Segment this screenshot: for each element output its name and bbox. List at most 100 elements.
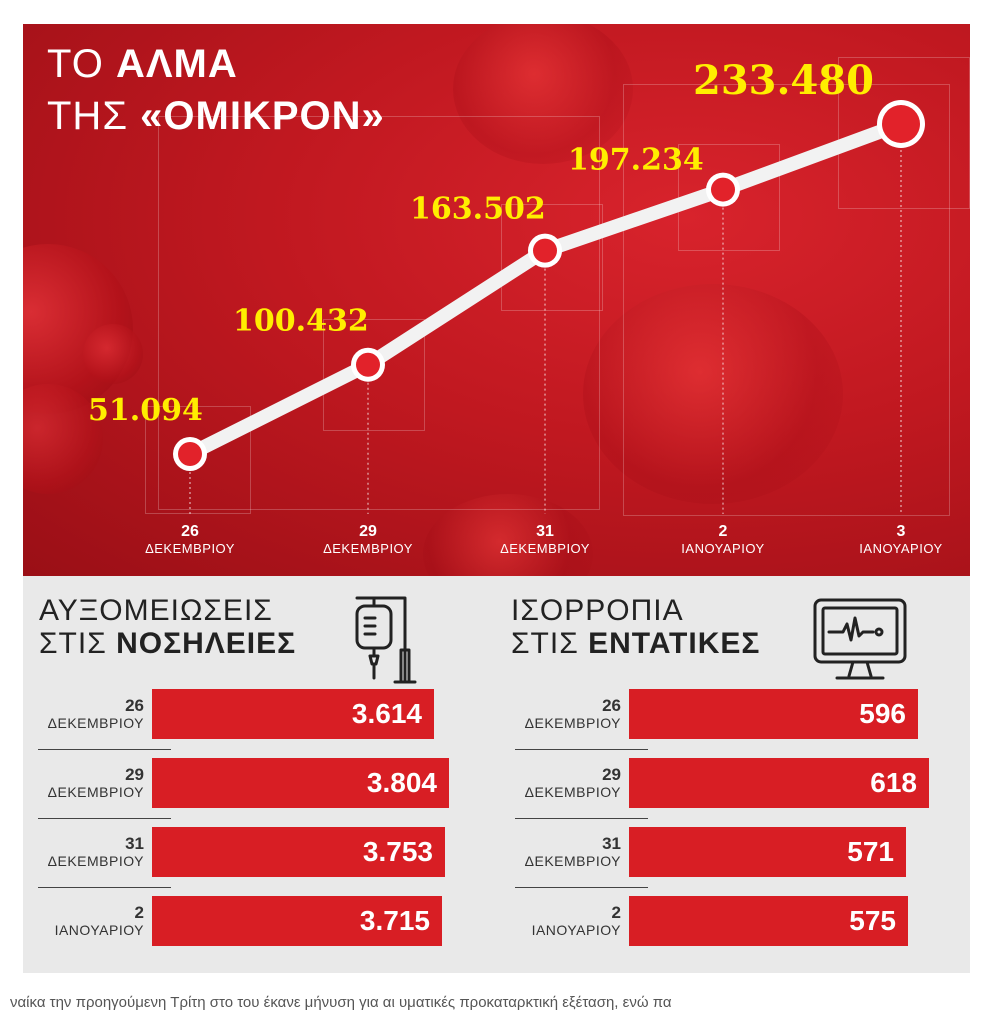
category-day: 29	[602, 765, 621, 784]
chart-title: ΤΟ ΑΛΜΑ ΤΗΣ «ΟΜΙΚΡΟΝ»	[47, 38, 385, 142]
category-month: ΙΑΝΟΥΑΡΙΟΥ	[531, 922, 621, 938]
value-label: 197.234	[568, 143, 704, 178]
row-separator	[38, 887, 171, 888]
data-point-core	[711, 177, 735, 202]
bar-value-label: 3.715	[359, 905, 430, 936]
bar-category-label: 2 ΙΑΝΟΥΑΡΙΟΥ	[54, 903, 144, 939]
background-blob	[583, 284, 843, 504]
data-point-core	[178, 442, 202, 466]
line-chart: 51.094100.432163.502197.234233.48026ΔΕΚΕ…	[88, 57, 942, 556]
heart-monitor-icon	[813, 598, 907, 680]
row-separator	[515, 818, 648, 819]
value-label: 233.480	[693, 57, 874, 104]
data-point-core	[356, 352, 380, 377]
bar-category-label: 26 ΔΕΚΕΜΒΡΙΟΥ	[524, 696, 621, 732]
value-label: 163.502	[410, 192, 546, 227]
article-text-fragment: ναίκα την προηγούμενη Τρίτη στο του έκαν…	[10, 994, 672, 1011]
category-day: 29	[125, 765, 144, 784]
value-label: 51.094	[88, 393, 203, 428]
row-separator	[38, 818, 171, 819]
bar-value-label: 3.614	[351, 698, 422, 729]
category-day: 26	[602, 696, 621, 715]
category-day: 26	[125, 696, 144, 715]
bar-row: 2 ΙΑΝΟΥΑΡΙΟΥ 3.715	[55, 896, 449, 946]
data-point-core	[882, 105, 920, 143]
heading-bold-text: ΕΝΤΑΤΙΚΕΣ	[588, 627, 761, 660]
category-day: 31	[125, 834, 144, 853]
x-tick-day: 31	[536, 523, 554, 540]
bar-row: 2 ΙΑΝΟΥΑΡΙΟΥ 575	[532, 896, 929, 946]
bar-row: 26 ΔΕΚΕΜΒΡΙΟΥ 3.614	[48, 689, 449, 739]
x-tick-day: 29	[359, 523, 377, 540]
decor-frame	[158, 116, 600, 510]
x-tick-month: ΙΑΝΟΥΑΡΙΟΥ	[681, 541, 764, 556]
title-light-text: ΤΟ	[47, 42, 116, 86]
bar: 3.804	[152, 758, 449, 808]
data-point-core	[533, 238, 557, 263]
bar-row: 29 ΔΕΚΕΜΒΡΙΟΥ 618	[525, 758, 929, 808]
bar-category-label: 29 ΔΕΚΕΜΒΡΙΟΥ	[47, 765, 144, 801]
bar: 3.614	[152, 689, 434, 739]
title-light-text: ΤΗΣ	[47, 94, 141, 138]
bar: 3.715	[152, 896, 442, 946]
category-month: ΔΕΚΕΜΒΡΙΟΥ	[47, 853, 144, 869]
icu-heading: ΙΣΟΡΡΟΠΙΑ ΣΤΙΣ ΕΝΤΑΤΙΚΕΣ	[511, 594, 760, 660]
category-day: 2	[611, 903, 621, 922]
heading-line-1: ΙΣΟΡΡΟΠΙΑ	[511, 594, 684, 627]
row-separator	[38, 749, 171, 750]
heading-line-1: ΑΥΞΟΜΕΙΩΣΕΙΣ	[39, 594, 273, 627]
x-tick-day: 2	[719, 523, 728, 540]
bar-category-label: 29 ΔΕΚΕΜΒΡΙΟΥ	[524, 765, 621, 801]
decor-frame	[623, 84, 950, 516]
x-tick-month: ΔΕΚΕΜΒΡΙΟΥ	[500, 541, 590, 556]
category-month: ΔΕΚΕΜΒΡΙΟΥ	[47, 715, 144, 731]
bar-row: 31 ΔΕΚΕΜΒΡΙΟΥ 571	[525, 827, 929, 877]
row-separator	[515, 887, 648, 888]
hospitalizations-heading: ΑΥΞΟΜΕΙΩΣΕΙΣ ΣΤΙΣ ΝΟΣΗΛΕΙΕΣ	[39, 594, 296, 660]
title-bold-text: «ΟΜΙΚΡΟΝ»	[140, 94, 385, 138]
bar-row: 29 ΔΕΚΕΜΒΡΙΟΥ 3.804	[48, 758, 449, 808]
category-day: 2	[134, 903, 144, 922]
bar-value-label: 618	[870, 767, 917, 798]
bar: 575	[629, 896, 908, 946]
category-month: ΔΕΚΕΜΒΡΙΟΥ	[524, 715, 621, 731]
bar-value-label: 571	[847, 836, 894, 867]
x-tick-month: ΔΕΚΕΜΒΡΙΟΥ	[145, 541, 235, 556]
heading-light-text: ΣΤΙΣ	[511, 627, 589, 660]
virus-illustration	[83, 324, 143, 384]
x-tick-day: 26	[181, 523, 199, 540]
bar-charts-panel: ΑΥΞΟΜΕΙΩΣΕΙΣ ΣΤΙΣ ΝΟΣΗΛΕΙΕΣ ΙΣΟΡΡΟΠΙΑ ΣΤ…	[23, 576, 970, 973]
decor-frame	[501, 204, 603, 311]
iv-drip-icon	[355, 596, 417, 684]
decor-frame	[145, 406, 251, 514]
category-day: 31	[602, 834, 621, 853]
category-month: ΔΕΚΕΜΒΡΙΟΥ	[524, 853, 621, 869]
title-bold-text: ΑΛΜΑ	[115, 42, 238, 86]
x-tick-month: ΔΕΚΕΜΒΡΙΟΥ	[323, 541, 413, 556]
x-tick-day: 3	[897, 523, 906, 540]
bar-category-label: 2 ΙΑΝΟΥΑΡΙΟΥ	[531, 903, 621, 939]
category-month: ΙΑΝΟΥΑΡΙΟΥ	[54, 922, 144, 938]
bar-category-label: 31 ΔΕΚΕΜΒΡΙΟΥ	[524, 834, 621, 870]
line-chart-panel: ΤΟ ΑΛΜΑ ΤΗΣ «ΟΜΙΚΡΟΝ» 51.094 100.432 163.5…	[23, 24, 970, 576]
heading-bold-text: ΝΟΣΗΛΕΙΕΣ	[116, 627, 297, 660]
bar-value-label: 596	[859, 698, 906, 729]
bar: 3.753	[152, 827, 445, 877]
decor-frame	[838, 57, 970, 209]
bar-value-label: 3.804	[366, 767, 437, 798]
bar: 571	[629, 827, 906, 877]
bar-row: 26 ΔΕΚΕΜΒΡΙΟΥ 596	[525, 689, 929, 739]
background-blob	[453, 24, 633, 164]
category-month: ΔΕΚΕΜΒΡΙΟΥ	[47, 784, 144, 800]
decor-frame	[323, 319, 425, 431]
bar-category-label: 26 ΔΕΚΕΜΒΡΙΟΥ	[47, 696, 144, 732]
row-separator	[515, 749, 648, 750]
bar: 618	[629, 758, 929, 808]
bar-category-label: 31 ΔΕΚΕΜΒΡΙΟΥ	[47, 834, 144, 870]
value-label: 100.432	[233, 304, 369, 339]
bar-value-label: 3.753	[362, 836, 433, 867]
bar: 596	[629, 689, 918, 739]
x-tick-month: ΙΑΝΟΥΑΡΙΟΥ	[859, 541, 942, 556]
category-month: ΔΕΚΕΜΒΡΙΟΥ	[524, 784, 621, 800]
bar-value-label: 575	[849, 905, 896, 936]
